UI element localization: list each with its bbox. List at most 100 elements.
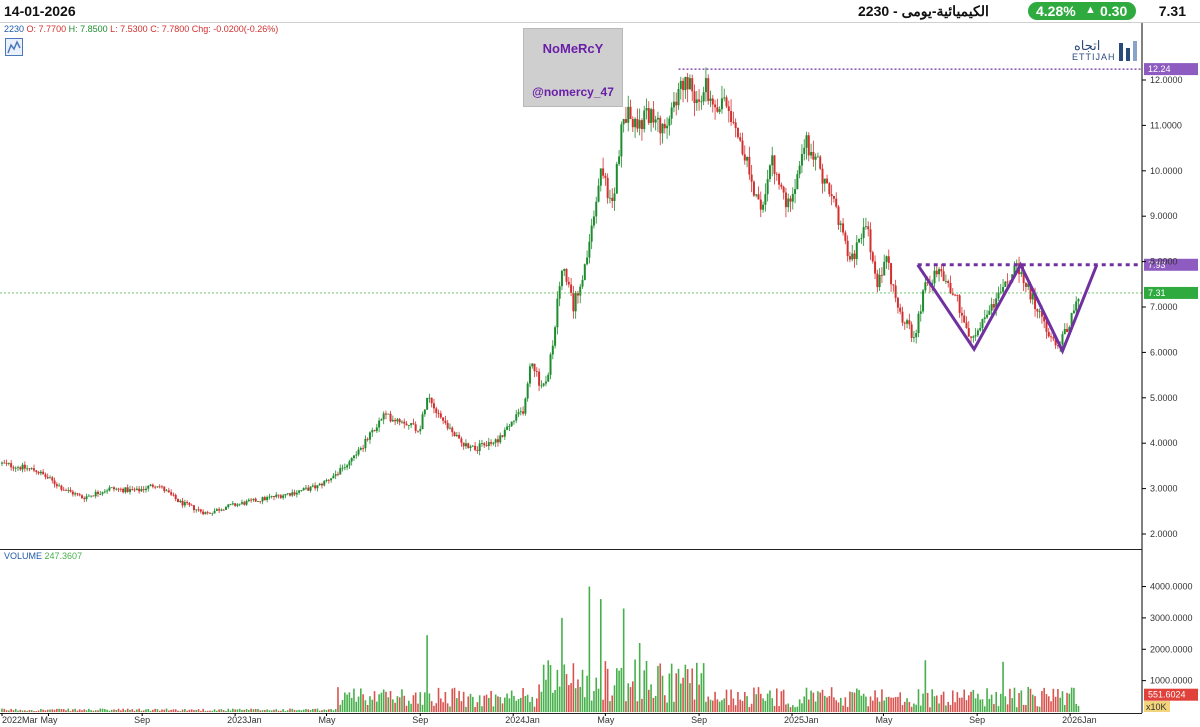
volume-bar	[254, 708, 257, 712]
volume-bar	[805, 687, 808, 712]
volume-bar	[906, 698, 908, 712]
volume-bar	[104, 709, 106, 712]
candle-body	[999, 291, 1002, 293]
volume-bar	[545, 679, 547, 712]
volume-bar	[643, 670, 646, 712]
candle-body	[400, 421, 403, 423]
top-bar: 14-01-2026 الكيميائية-يومى - 2230 4.28% …	[0, 0, 1200, 23]
candle-body	[12, 467, 15, 469]
volume-bar	[60, 709, 63, 712]
candle-body	[144, 488, 147, 491]
candle-body	[698, 99, 701, 102]
candle-body	[533, 363, 536, 372]
candle-body	[908, 320, 911, 325]
volume-bar	[58, 708, 60, 712]
volume-bar	[983, 706, 986, 712]
volume-bar	[216, 710, 218, 712]
volume-bar	[753, 687, 755, 712]
candle-body	[476, 450, 479, 451]
candle-body	[5, 462, 8, 464]
volume-bar	[35, 711, 38, 712]
volume-bar	[1070, 687, 1073, 712]
candle-body	[300, 490, 303, 492]
candle-body	[846, 240, 849, 257]
volume-bar	[588, 586, 591, 712]
chart-tools-icon[interactable]	[5, 38, 23, 56]
candle-body	[426, 397, 429, 410]
candle-body	[652, 109, 655, 123]
volume-bar	[558, 686, 561, 712]
volume-bar	[999, 693, 1002, 712]
volume-bar	[965, 700, 968, 712]
volume-bar	[257, 708, 259, 712]
candle-body	[874, 261, 877, 274]
candle-body	[380, 419, 383, 421]
ohlc-readout: 2230 O: 7.7700 H: 7.8500 L: 7.5300 C: 7.…	[4, 24, 278, 34]
volume-bar	[842, 705, 844, 712]
candle-body	[597, 185, 600, 202]
candle-body	[1006, 281, 1009, 283]
candle-body	[915, 333, 918, 338]
candle-body	[46, 476, 49, 479]
volume-bar	[542, 664, 545, 712]
candle-body	[883, 261, 886, 276]
volume-bar	[369, 696, 371, 712]
volume-bar	[398, 697, 401, 712]
volume-bar	[412, 695, 415, 712]
candle-body	[407, 425, 410, 426]
candle-body	[531, 363, 534, 367]
volume-bar	[661, 675, 664, 712]
candle-body	[314, 485, 317, 489]
volume-bar	[440, 698, 442, 712]
volume-bar	[291, 708, 294, 712]
neckline-tag-label: 7.93	[1148, 260, 1166, 270]
candle-body	[1004, 281, 1007, 287]
candle-body	[604, 175, 607, 178]
candle-body	[949, 283, 952, 294]
volume-bar	[611, 695, 614, 712]
volume-bar	[145, 709, 147, 712]
volume-bar	[197, 709, 200, 712]
candle-body	[638, 120, 641, 129]
candle-body	[734, 122, 737, 128]
candle-body	[156, 486, 159, 488]
volume-bar	[227, 708, 230, 712]
candle-body	[30, 468, 33, 470]
candle-body	[823, 178, 826, 184]
candle-body	[988, 310, 991, 315]
volume-bar	[270, 710, 273, 712]
candle-body	[451, 427, 454, 433]
volume-bar	[961, 697, 963, 712]
volume-bar	[919, 705, 922, 712]
volume-bar	[894, 696, 897, 712]
volume-bar	[53, 709, 56, 712]
candle-body	[663, 123, 666, 129]
candle-body	[878, 274, 881, 288]
candle-body	[254, 498, 257, 502]
volume-bar	[705, 701, 707, 712]
candle-body	[80, 495, 83, 499]
candle-body	[1070, 313, 1073, 328]
candle-body	[186, 502, 189, 504]
volume-bar	[865, 696, 867, 712]
candle-body	[304, 487, 307, 489]
volume-bar	[289, 708, 291, 712]
volume-bar	[922, 693, 924, 712]
volume-bar	[949, 704, 952, 712]
volume-bar	[133, 710, 136, 712]
chart-title: الكيميائية-يومى - 2230	[858, 3, 989, 19]
candle-body	[206, 512, 209, 514]
candle-body	[382, 413, 385, 420]
volume-bar	[684, 664, 687, 712]
volume-bar	[867, 706, 870, 712]
volume-bar	[890, 697, 892, 712]
volume-bar	[997, 706, 1000, 712]
volume-bar	[17, 710, 19, 712]
volume-bar	[698, 684, 700, 712]
volume-bar	[12, 710, 15, 712]
volume-bar	[328, 709, 330, 712]
volume-bar	[307, 709, 310, 712]
volume-bar	[204, 710, 207, 712]
candle-body	[544, 381, 547, 384]
